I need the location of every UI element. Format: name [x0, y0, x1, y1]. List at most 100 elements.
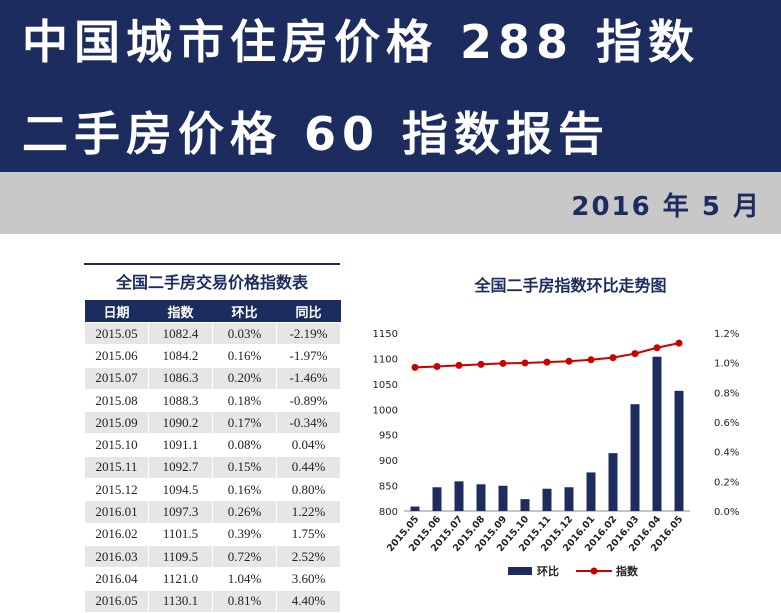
date-band: 2016 年 5 月 — [0, 172, 781, 234]
y-left-tick-label: 1150 — [373, 329, 398, 340]
table-row: 2016.03 1109.5 0.72% 2.52% — [84, 544, 341, 569]
cell-mom: 1.04% — [212, 567, 277, 591]
bar-mom — [564, 487, 574, 511]
legend-swatch-mom — [508, 567, 532, 575]
cell-yoy: 0.44% — [276, 455, 341, 480]
index-point — [565, 357, 573, 365]
table-row: 2015.09 1090.2 0.17% -0.34% — [84, 411, 341, 435]
table-row: 2015.08 1088.3 0.18% -0.89% — [84, 388, 341, 413]
cell-index: 1084.2 — [148, 344, 213, 368]
table-row: 2015.12 1094.5 0.16% 0.80% — [84, 478, 341, 502]
chart-title: 全国二手房指数环比走势图 — [474, 276, 667, 295]
index-point — [587, 356, 595, 364]
chart-panel: 全国二手房指数环比走势图 800 850 900 950 1000 1050 1100 115… — [360, 262, 781, 608]
cell-date: 2016.02 — [84, 522, 149, 546]
cell-date: 2016.03 — [84, 544, 149, 569]
index-point — [631, 350, 639, 358]
cell-yoy: 4.40% — [276, 589, 341, 613]
bar-mom — [498, 485, 508, 511]
table-row: 2016.05 1130.1 0.81% 4.40% — [84, 589, 341, 613]
table-row: 2015.05 1082.4 0.03% -2.19% — [84, 321, 341, 346]
cell-index: 1088.3 — [148, 388, 213, 413]
cell-date: 2015.06 — [84, 344, 149, 368]
index-point — [433, 362, 441, 370]
table-row: 2015.06 1084.2 0.16% -1.97% — [84, 344, 341, 368]
cell-mom: 0.17% — [212, 411, 277, 435]
combo-chart: 800 850 900 950 1000 1050 1100 1150 0.0% 0.2% 0.4%… — [373, 329, 740, 578]
cell-yoy: 1.22% — [276, 500, 341, 524]
y-right-tick-label: 1.0% — [714, 359, 739, 370]
cell-index: 1109.5 — [148, 544, 213, 569]
bar-mom — [608, 453, 618, 511]
cell-mom: 0.20% — [212, 366, 277, 390]
table-row: 2016.04 1121.0 1.04% 3.60% — [84, 567, 341, 591]
col-header-index: 指数 — [148, 300, 213, 323]
legend-label-index: 指数 — [616, 564, 639, 578]
table-row: 2015.10 1091.1 0.08% 0.04% — [84, 433, 341, 457]
cell-yoy: -2.19% — [276, 321, 341, 346]
index-table-panel: 全国二手房交易价格指数表 日期 指数 环比 同比 2015.05 1082.4 0.… — [84, 263, 341, 613]
bar-mom — [586, 472, 596, 511]
bar-mom — [476, 484, 486, 511]
y-right-tick-label: 0.2% — [714, 477, 739, 488]
table-title: 全国二手房交易价格指数表 — [84, 263, 340, 300]
cell-index: 1092.7 — [148, 455, 213, 480]
bar-mom — [674, 390, 684, 511]
bar-mom — [542, 488, 552, 511]
cell-date: 2016.04 — [84, 567, 149, 591]
report-date: 2016 年 5 月 — [571, 192, 761, 222]
cell-index: 1094.5 — [148, 478, 213, 502]
cell-mom: 0.08% — [212, 433, 277, 457]
index-point — [609, 354, 617, 362]
cell-mom: 0.18% — [212, 388, 277, 413]
cell-mom: 0.16% — [212, 344, 277, 368]
cell-yoy: -0.89% — [276, 388, 341, 413]
cell-mom: 0.26% — [212, 500, 277, 524]
index-point — [543, 358, 551, 366]
cell-index: 1086.3 — [148, 366, 213, 390]
cell-yoy: -1.46% — [276, 366, 341, 390]
index-table: 日期 指数 环比 同比 2015.05 1082.4 0.03% -2.19% 2015… — [84, 300, 341, 613]
table-row: 2016.02 1101.5 0.39% 1.75% — [84, 522, 341, 546]
y-left-tick-label: 900 — [379, 456, 398, 467]
cell-yoy: -0.34% — [276, 411, 341, 435]
cell-mom: 0.15% — [212, 455, 277, 480]
y-left-tick-label: 850 — [379, 482, 398, 493]
cell-date: 2015.10 — [84, 433, 149, 457]
legend-marker-index — [590, 567, 598, 575]
index-point — [411, 363, 419, 371]
y-left-tick-label: 1050 — [373, 380, 398, 391]
cell-yoy: 2.52% — [276, 544, 341, 569]
table-row: 2016.01 1097.3 0.26% 1.22% — [84, 500, 341, 524]
col-header-mom: 环比 — [212, 300, 277, 323]
cell-date: 2016.05 — [84, 589, 149, 613]
cell-yoy: 0.04% — [276, 433, 341, 457]
report-title-line2: 二手房价格 60 指数报告 — [22, 107, 611, 161]
cell-index: 1097.3 — [148, 500, 213, 524]
cell-mom: 0.16% — [212, 478, 277, 502]
cell-mom: 0.72% — [212, 544, 277, 569]
report-title-line1: 中国城市住房价格 288 指数 — [22, 15, 701, 69]
bar-mom — [454, 481, 464, 511]
y-right-tick-label: 0.8% — [714, 388, 739, 399]
cell-date: 2015.12 — [84, 478, 149, 502]
col-header-date: 日期 — [84, 300, 149, 323]
table-row: 2015.11 1092.7 0.15% 0.44% — [84, 455, 341, 480]
cell-yoy: 3.60% — [276, 567, 341, 591]
table-header-row: 日期 指数 环比 同比 — [84, 300, 341, 323]
header-banner: 中国城市住房价格 288 指数 二手房价格 60 指数报告 — [0, 0, 781, 172]
y-right-tick-label: 0.4% — [714, 448, 739, 459]
y-left-tick-label: 1000 — [373, 405, 398, 416]
y-right-tick-label: 0.0% — [714, 507, 739, 518]
cell-index: 1091.1 — [148, 433, 213, 457]
index-point — [477, 360, 485, 368]
bar-mom — [630, 404, 640, 511]
index-point — [499, 359, 507, 367]
y-left-tick-label: 1100 — [373, 354, 398, 365]
col-header-yoy: 同比 — [276, 300, 341, 323]
index-point — [521, 359, 529, 367]
index-point — [653, 344, 661, 352]
table-row: 2015.07 1086.3 0.20% -1.46% — [84, 366, 341, 390]
cell-date: 2015.11 — [84, 455, 149, 480]
y-left-tick-label: 950 — [379, 431, 398, 442]
